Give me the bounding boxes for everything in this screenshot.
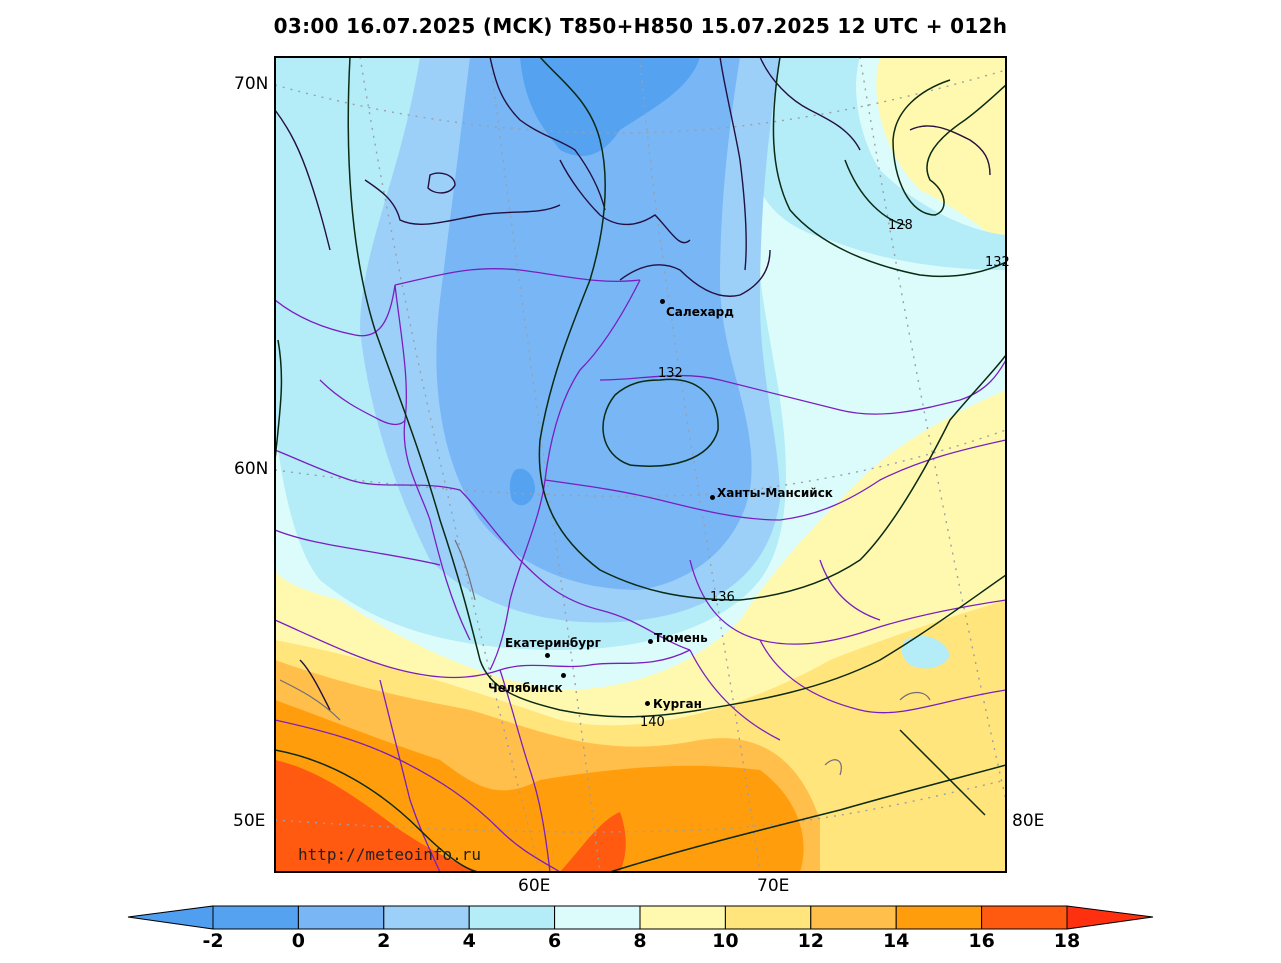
lon-label-80e: 80E [1012,811,1045,831]
colorbar-swatch [554,905,641,930]
lon-label-70e: 70E [757,876,790,896]
city-label-chelyabinsk: Челябинск [488,681,563,695]
watermark-url: http://meteoinfo.ru [298,845,482,864]
isoline-label-128: 128 [888,218,913,233]
city-marker-kurgan [645,701,650,706]
colorbar-arrow-right [1066,905,1154,930]
map-title: 03:00 16.07.2025 (MCK) T850+H850 15.07.2… [273,14,1008,38]
city-label-tyumen: Тюмень [654,631,708,645]
colorbar-swatch [810,905,897,930]
colorbar-swatch [981,905,1068,930]
city-label-salekhard: Салехард [666,305,734,319]
isoline-label-136: 136 [710,590,735,605]
colorbar-arrow-left [127,905,214,930]
lat-label-60n: 60N [234,459,269,479]
colorbar-label: 4 [462,930,476,952]
colorbar-label: 0 [291,930,306,952]
colorbar-swatch [724,905,812,930]
colorbar-swatch [212,905,299,930]
isoline-label-132-east: 132 [985,255,1010,270]
colorbar-swatch [297,905,385,930]
lat-label-70n: 70N [234,74,269,94]
city-marker-salekhard [660,299,665,304]
city-label-yekaterinburg: Екатеринбург [505,636,601,650]
isoline-label-140: 140 [640,715,665,730]
colorbar-swatch [895,905,983,930]
colorbar-label: 6 [547,930,562,952]
map-frame [274,56,1007,873]
colorbar-label: 2 [377,930,391,952]
isoline-label-132-center: 132 [658,366,683,381]
city-label-kurgan: Курган [653,697,702,711]
city-marker-khanty-mansiysk [710,495,715,500]
colorbar-swatch [639,905,726,930]
colorbar-swatch [468,905,556,930]
colorbar-label: -2 [202,930,224,952]
colorbar-swatch [383,905,470,930]
lon-label-60e: 60E [518,876,551,896]
colorbar-label: 18 [1053,930,1081,952]
colorbar-label: 16 [968,930,995,952]
city-marker-tyumen [648,639,653,644]
temperature-field [275,57,1006,872]
city-marker-yekaterinburg [545,653,550,658]
colorbar [127,905,1154,930]
colorbar-label: 8 [633,930,647,952]
colorbar-label: 14 [882,930,910,952]
colorbar-label: 12 [797,930,825,952]
city-label-khanty-mansiysk: Ханты-Мансийск [717,486,833,500]
city-marker-chelyabinsk [561,673,566,678]
colorbar-label: 10 [712,930,739,952]
lon-label-50e: 50E [233,811,266,831]
